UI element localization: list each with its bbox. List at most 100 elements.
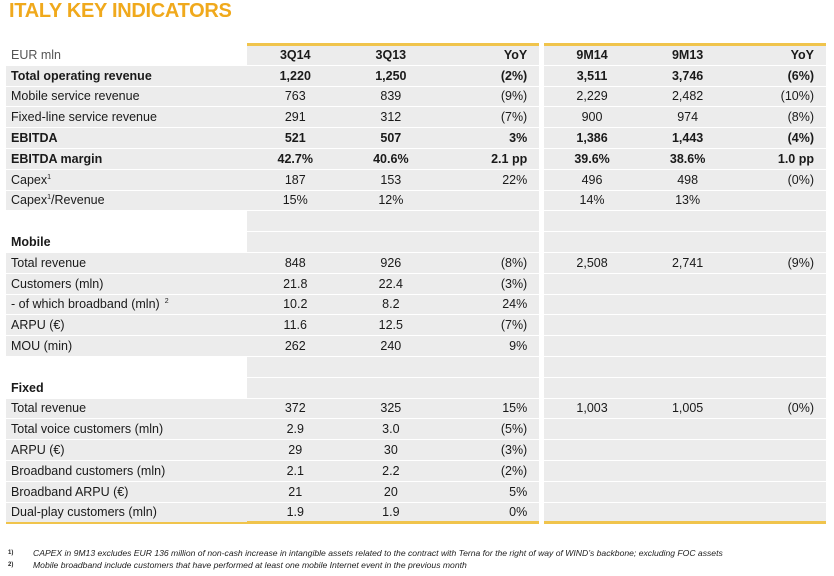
- table-row: Capex1/Revenue 15% 12% 14% 13%: [6, 190, 826, 212]
- footnote-ref: 1: [47, 173, 52, 181]
- cell: 1,386: [544, 127, 640, 149]
- cell: 291: [247, 106, 344, 129]
- section-title: Mobile: [6, 231, 248, 253]
- row-label-text: /Revenue: [51, 193, 105, 208]
- row-label-text: Capex: [11, 172, 48, 187]
- unit-label: EUR mln: [6, 44, 248, 66]
- cell: 312: [343, 106, 439, 129]
- row-label: EBITDA margin: [6, 148, 248, 170]
- row-label: Customers (mln): [6, 273, 248, 295]
- row-label-text: - of which broadband (mln): [11, 297, 160, 312]
- column-gap: [539, 398, 545, 419]
- cell: 2,482: [639, 86, 736, 108]
- footnote-text: Mobile broadband include customers that …: [33, 559, 467, 570]
- cell: 262: [247, 335, 344, 357]
- cell: (8%): [438, 252, 540, 274]
- cell: 21: [247, 481, 344, 503]
- row-label: Fixed-line service revenue: [6, 106, 248, 129]
- cell: 2,741: [639, 252, 736, 274]
- cell: 22.4: [343, 273, 439, 295]
- cell: 1,003: [544, 398, 640, 420]
- section-header-mobile: Mobile: [6, 231, 826, 253]
- cell: 3.0: [343, 418, 439, 441]
- cell: 848: [247, 252, 344, 274]
- footnote-text: CAPEX in 9M13 excludes EUR 136 million o…: [33, 548, 723, 558]
- table-row: Mobile service revenue 763 839 (9%) 2,22…: [6, 86, 826, 108]
- cell: (9%): [438, 86, 540, 108]
- footnote-2: 2) Mobile broadband include customers th…: [8, 560, 828, 572]
- row-label: Total revenue: [6, 398, 248, 420]
- table-row: ARPU (€) 29 30 (3%): [6, 439, 826, 461]
- cell: 974: [639, 106, 736, 129]
- cell: 2,229: [544, 86, 640, 108]
- cell: 24%: [438, 294, 540, 316]
- cell: 187: [247, 169, 344, 191]
- cell: 240: [343, 335, 439, 357]
- cell: 14%: [544, 190, 640, 212]
- cell: 8.2: [343, 294, 439, 316]
- table-row: MOU (min) 262 240 9%: [6, 335, 826, 357]
- cell: (9%): [735, 252, 826, 274]
- cell: 1,005: [639, 398, 736, 420]
- row-label: Total revenue: [6, 252, 248, 274]
- cell: (3%): [438, 273, 540, 295]
- table-row: Capex1 187 153 22% 496 498 (0%): [6, 169, 826, 191]
- cell: 1.9: [343, 502, 439, 525]
- cell: 9%: [438, 335, 540, 357]
- cell: (3%): [438, 439, 540, 461]
- row-label: - of which broadband (mln) 2: [6, 294, 248, 316]
- cell: 3,746: [639, 65, 736, 87]
- footnote-ref: 2: [164, 298, 169, 306]
- cell: 40.6%: [343, 148, 439, 170]
- cell: (0%): [735, 398, 826, 420]
- column-gap: [539, 44, 545, 66]
- cell: (2%): [438, 65, 540, 87]
- col-header-3q14: 3Q14: [247, 43, 344, 66]
- cell: (6%): [735, 65, 826, 87]
- col-header-yoy-9m: YoY: [735, 43, 826, 66]
- footnote-1: 1) CAPEX in 9M13 excludes EUR 136 millio…: [8, 548, 828, 560]
- cell: (10%): [735, 86, 826, 108]
- column-gap: [539, 252, 545, 274]
- table-row: Total revenue 848 926 (8%) 2,508 2,741 (…: [6, 252, 826, 274]
- cell: (4%): [735, 127, 826, 149]
- row-label: Capex1/Revenue: [6, 190, 248, 212]
- table-row: Total operating revenue 1,220 1,250 (2%)…: [6, 65, 826, 87]
- cell: [735, 190, 826, 212]
- cell: (7%): [438, 106, 540, 129]
- table-row: ARPU (€) 11.6 12.5 (7%): [6, 314, 826, 337]
- cell: 11.6: [247, 314, 344, 337]
- cell: 1.0 pp: [735, 148, 826, 170]
- page-title: ITALY KEY INDICATORS: [9, 0, 232, 22]
- table-row: Total revenue 372 325 15% 1,003 1,005 (0…: [6, 398, 826, 420]
- cell: 521: [247, 127, 344, 149]
- column-gap: [539, 106, 545, 128]
- cell: 926: [343, 252, 439, 274]
- column-gap: [539, 169, 545, 191]
- cell: 0%: [438, 502, 540, 525]
- table-row: - of which broadband (mln) 2 10.2 8.2 24%: [6, 294, 826, 316]
- column-gap: [539, 148, 545, 170]
- table-row: Dual-play customers (mln) 1.9 1.9 0%: [6, 502, 826, 525]
- cell: 22%: [438, 169, 540, 191]
- table-row: EBITDA 521 507 3% 1,386 1,443 (4%): [6, 127, 826, 149]
- col-header-9m14: 9M14: [544, 43, 640, 66]
- cell: 12%: [343, 190, 439, 212]
- footnote-marker: 1): [8, 550, 14, 556]
- footnote-ref: 1: [47, 194, 52, 202]
- cell: 5%: [438, 481, 540, 503]
- row-label: Broadband customers (mln): [6, 460, 248, 482]
- cell: 2.9: [247, 418, 344, 441]
- cell: 839: [343, 86, 439, 108]
- cell: 3,511: [544, 65, 640, 87]
- cell: 498: [639, 169, 736, 191]
- row-label: Mobile service revenue: [6, 86, 248, 108]
- column-gap: [539, 190, 545, 211]
- cell: 10.2: [247, 294, 344, 316]
- col-header-9m13: 9M13: [639, 43, 736, 66]
- cell: (7%): [438, 314, 540, 337]
- cell: (5%): [438, 418, 540, 441]
- row-label: Total operating revenue: [6, 65, 248, 87]
- cell: 2.1 pp: [438, 148, 540, 170]
- spacer-row: [6, 210, 826, 233]
